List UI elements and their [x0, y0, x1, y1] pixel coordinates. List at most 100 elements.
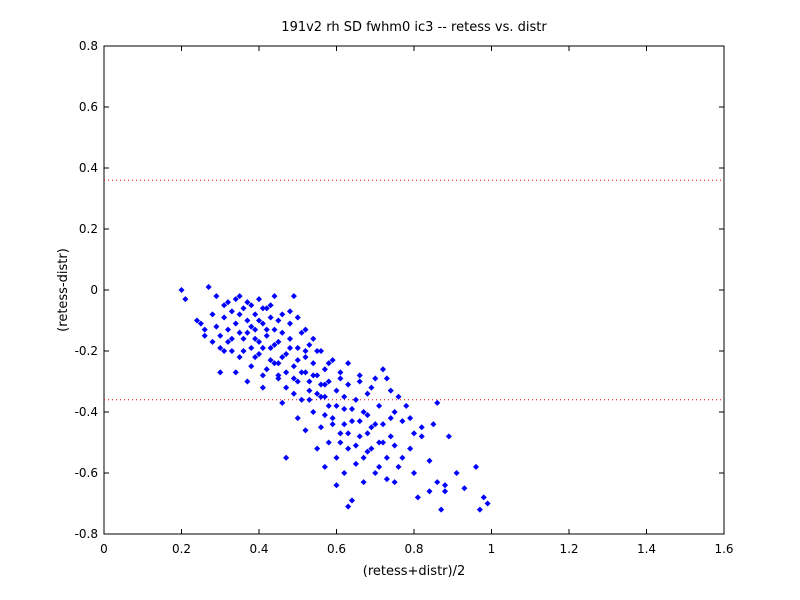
data-point: [356, 418, 363, 425]
data-point: [364, 448, 371, 455]
y-axis-label: (retess-distr): [56, 248, 71, 332]
data-point: [352, 442, 359, 449]
data-point: [329, 415, 336, 422]
data-point: [271, 341, 278, 348]
data-point: [414, 494, 421, 501]
data-point: [290, 375, 297, 382]
data-point: [310, 372, 317, 379]
data-point: [407, 445, 414, 452]
data-point: [255, 317, 263, 324]
data-point: [321, 463, 328, 470]
data-point: [360, 454, 367, 461]
data-point: [221, 314, 228, 321]
data-point: [372, 469, 379, 477]
data-point: [352, 396, 359, 403]
data-point: [279, 399, 286, 406]
data-point: [356, 372, 363, 379]
data-point: [372, 375, 379, 382]
data-point: [372, 421, 379, 428]
y-tick-label: 0.4: [79, 161, 98, 175]
data-point: [248, 302, 255, 309]
data-point: [391, 479, 398, 486]
data-point: [329, 421, 336, 428]
data-point: [434, 479, 441, 486]
data-point: [275, 372, 282, 379]
data-point: [244, 299, 251, 306]
data-point: [267, 344, 274, 351]
data-point: [333, 402, 340, 409]
data-point: [306, 378, 313, 385]
data-point: [348, 405, 356, 412]
data-point: [321, 366, 328, 373]
x-axis-ticks: 0 0.2 0.4 0.6 0.8 1 1.2 1.4 1.6: [100, 46, 734, 556]
data-point: [333, 387, 340, 394]
y-tick-label: -0.4: [75, 405, 98, 419]
data-point: [317, 347, 325, 355]
data-point: [213, 293, 220, 300]
data-point: [298, 369, 305, 376]
data-point: [387, 433, 394, 440]
data-point: [480, 494, 487, 501]
data-point: [283, 454, 290, 461]
data-point: [441, 482, 449, 489]
data-point: [410, 430, 418, 437]
data-point: [352, 460, 359, 467]
data-point: [337, 430, 344, 437]
data-point: [259, 320, 266, 327]
data-point: [240, 335, 247, 342]
data-point: [240, 347, 247, 355]
data-point: [263, 332, 270, 339]
data-point: [275, 338, 282, 345]
data-point: [275, 317, 282, 324]
data-point: [306, 341, 313, 348]
data-point: [283, 351, 290, 358]
data-point: [294, 415, 301, 422]
data-point: [314, 390, 321, 397]
data-point: [395, 463, 402, 470]
data-point: [290, 363, 297, 370]
data-point: [252, 335, 259, 342]
data-point: [360, 408, 367, 416]
data-point: [364, 412, 371, 419]
data-point: [302, 347, 309, 355]
data-point: [387, 415, 394, 422]
data-point: [263, 366, 270, 373]
data-point: [217, 332, 224, 339]
data-point: [325, 378, 332, 385]
data-point: [271, 293, 278, 300]
x-axis-label: (retess+distr)/2: [363, 564, 465, 579]
data-point: [209, 311, 216, 318]
data-point: [255, 338, 263, 345]
data-point: [286, 308, 294, 315]
data-point: [279, 311, 286, 318]
data-point: [345, 360, 352, 367]
data-point: [294, 314, 301, 321]
data-point: [399, 454, 406, 461]
data-point: [364, 430, 371, 437]
data-point: [306, 396, 313, 403]
data-point: [201, 326, 208, 333]
y-tick-label: 0: [90, 283, 98, 297]
data-point: [236, 329, 243, 336]
data-point: [232, 320, 239, 327]
x-tick-label: 0.8: [404, 542, 423, 556]
x-tick-label: 1.6: [714, 542, 733, 556]
data-point: [248, 344, 255, 351]
data-point: [228, 347, 235, 355]
data-point: [418, 433, 425, 440]
data-point: [403, 402, 410, 409]
data-point: [333, 482, 340, 489]
data-point: [368, 445, 375, 452]
data-point: [286, 344, 294, 351]
data-point: [213, 323, 220, 330]
data-point: [267, 302, 274, 309]
data-point: [383, 476, 390, 483]
data-point: [248, 323, 255, 330]
data-point: [418, 424, 425, 431]
x-tick-label: 0.2: [172, 542, 191, 556]
data-point: [252, 311, 259, 318]
x-tick-label: 0: [100, 542, 108, 556]
data-point: [376, 463, 383, 470]
data-point: [337, 375, 344, 382]
